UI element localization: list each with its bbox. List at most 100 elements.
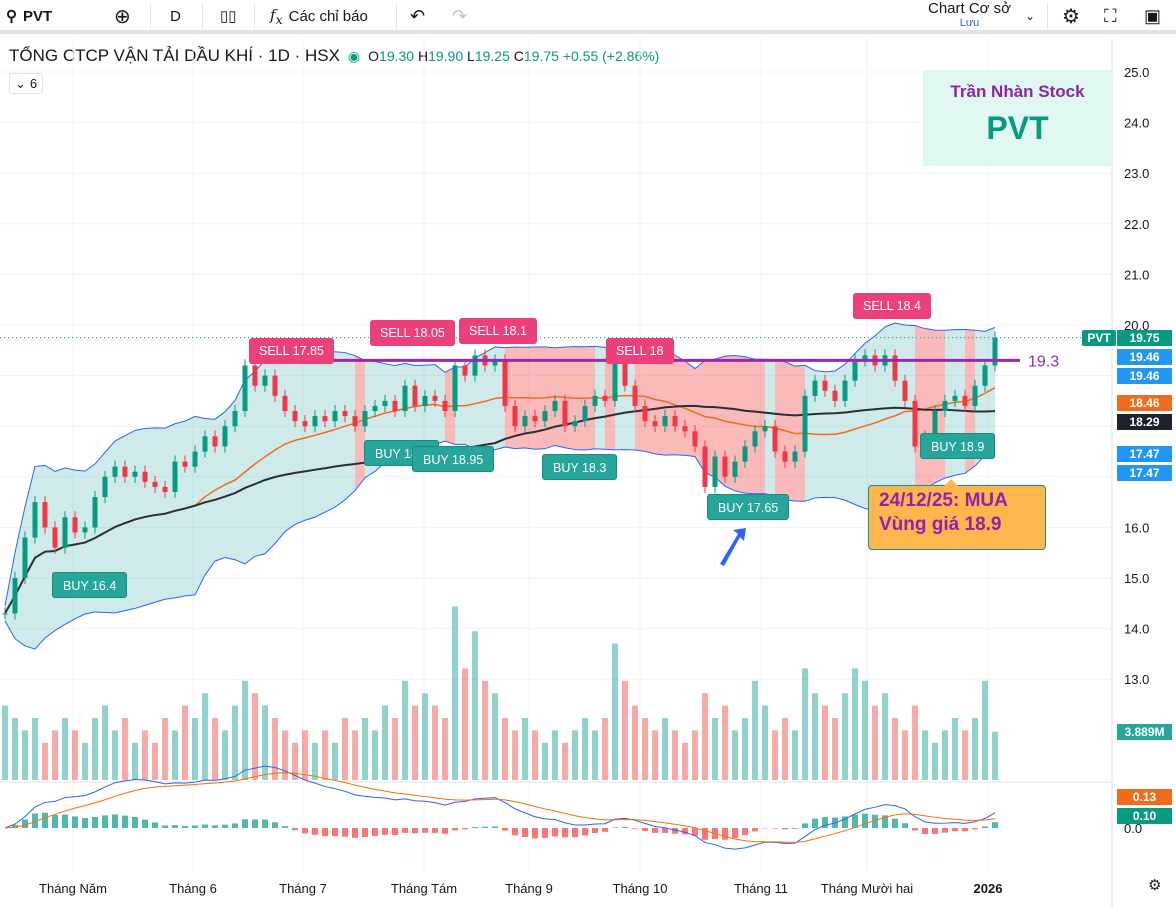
candle [282,395,288,412]
macd-histogram-bar [62,814,68,828]
volume-bar [922,730,928,780]
collapse-indicators-button[interactable]: ⌄ 6 [9,73,43,94]
time-tick-label: Tháng Năm [39,881,107,896]
camera-icon[interactable]: ▣ [1144,5,1162,26]
macd-histogram-bar [252,819,258,828]
macd-histogram-bar [572,828,578,838]
macd-histogram-bar [122,815,128,828]
price-axis-tag: 17.47 [1117,446,1172,462]
volume-bar [232,705,238,780]
volume-bar [32,718,38,780]
macd-histogram-bar [642,828,648,832]
macd-histogram-bar [412,828,418,834]
volume-bar [212,718,218,780]
volume-bar [672,730,678,780]
macd-histogram-bar [492,826,498,828]
indicators-button[interactable]: fx Các chỉ báo [270,4,368,28]
ma50-line [4,404,996,614]
volume-bar [112,730,118,780]
candle [942,400,948,412]
macd-histogram-bar [182,825,188,828]
buy-signal-label: BUY 18.3 [542,454,618,480]
indicators-label: Các chỉ báo [288,7,368,25]
volume-bar [732,730,738,780]
candle [672,416,678,427]
candle [892,355,898,381]
volume-bar [882,693,888,780]
candle [342,411,348,417]
volume-bar [522,718,528,780]
candle [912,400,918,447]
candle [362,411,368,427]
undo-icon[interactable]: ↶ [410,5,426,26]
macd-histogram-bar [292,828,298,831]
note-line1: 24/12/25: MUA [879,490,1008,511]
macd-histogram-bar [992,822,998,828]
add-compare-icon[interactable]: ⊕ [114,5,131,28]
macd-tick-label: 0.0 [1124,821,1142,836]
buy-signal-label: BUY 18.9 [920,433,996,459]
candle [402,385,408,412]
candles-icon[interactable]: ▯▯ [220,8,237,25]
candle [582,405,588,422]
price-axis-tag: 0.13 [1117,789,1172,805]
candle [792,451,798,462]
sell-signal-label: SELL 18.05 [370,320,455,346]
interval-button[interactable]: D [170,7,181,25]
bollinger-fill [205,418,215,576]
chevron-down-icon[interactable]: ⌄ [1025,9,1036,23]
macd-histogram-bar [912,828,918,831]
price-chart[interactable]: 19.3 25.0 24.0 23.0 22.0 21.0 20.0 16.0 15.0 14.0… [0,38,1176,908]
symbol-label: PVT [23,7,53,25]
macd-histogram-bar [852,814,858,828]
macd-histogram-bar [192,825,198,828]
macd-histogram-bar [332,828,338,837]
fullscreen-icon[interactable]: ⛶ [1104,5,1117,26]
redo-icon[interactable]: ↷ [452,5,468,26]
candle [612,360,618,401]
gear-icon[interactable]: ⚙ [1062,5,1080,28]
sell-signal-label: SELL 17.85 [249,338,334,364]
macd-histogram-bar [602,828,608,832]
chart-title: TỔNG CTCP VẬN TẢI DẦU KHÍ · 1D · HSX [9,46,340,65]
volume-bar [502,718,508,780]
macd-histogram-bar [662,828,668,833]
macd-histogram-bar [22,819,28,828]
volume-bar [202,693,208,780]
volume-bar [762,705,768,780]
note-line2: Vùng giá 18.9 [879,514,1002,535]
candle [152,481,158,487]
macd-histogram-bar [802,823,808,828]
volume-bar [362,718,368,780]
volume-bar [142,730,148,780]
price-axis-tag: 19.46 [1117,368,1172,384]
layout-name: Chart Cơ sở [928,0,1012,17]
sell-signal-label: SELL 18 [606,338,674,364]
volume-bar [982,680,988,780]
candle [92,497,98,528]
price-axis-tag: 0.10 [1117,808,1172,824]
macd-histogram-bar [542,828,548,838]
macd-histogram-bar [742,828,748,836]
volume-bar [172,730,178,780]
layout-button[interactable]: Chart Cơ sở Lưu [928,0,1012,29]
volume-bar [192,718,198,780]
price-tick-label: 24.0 [1124,116,1149,131]
bollinger-fill [295,355,305,525]
bollinger-fill [665,347,675,456]
symbol-search[interactable]: ⚲ PVT [6,4,52,28]
volume-bar [902,730,908,780]
candle [42,502,48,528]
candle [452,365,458,412]
candle [172,461,178,492]
volume-bar [302,730,308,780]
macd-histogram-bar [942,828,948,833]
macd-histogram-bar [512,828,518,836]
volume-bar [402,680,408,780]
buy-signal-label: BUY 17.65 [707,494,790,520]
candle [822,380,828,391]
candle [832,390,838,401]
candle [252,365,258,386]
bollinger-fill [485,346,495,451]
volume-bar [532,730,538,780]
